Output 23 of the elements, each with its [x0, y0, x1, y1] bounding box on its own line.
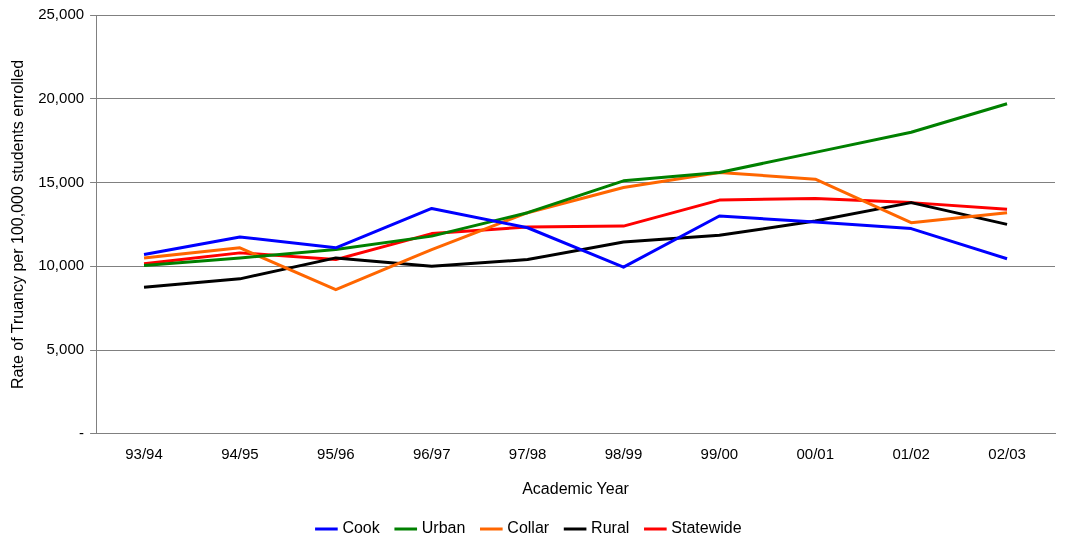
- x-tick-label: 99/00: [700, 444, 739, 462]
- legend-label: Rural: [591, 519, 630, 537]
- y-axis-title: Rate of Truancy per 100,000 students enrolled: [9, 59, 27, 389]
- legend-label: Collar: [507, 519, 550, 537]
- x-axis-title: Academic Year: [522, 479, 630, 497]
- y-tick-label: 25,000: [38, 5, 85, 23]
- y-tick-label: 15,000: [38, 172, 85, 190]
- y-tick-label: 20,000: [38, 88, 85, 106]
- x-tick-label: 93/94: [125, 444, 163, 462]
- legend-label: Urban: [421, 519, 466, 537]
- y-tick-label: 10,000: [38, 256, 85, 274]
- y-tick-label: 5,000: [46, 340, 85, 358]
- x-tick-label: 96/97: [412, 444, 451, 462]
- x-tick-label: 97/98: [508, 444, 547, 462]
- x-tick-label: 98/99: [604, 444, 643, 462]
- x-tick-label: 01/02: [892, 444, 930, 462]
- x-tick-label: 00/01: [796, 444, 835, 462]
- x-tick-label: 02/03: [988, 444, 1026, 462]
- legend-label: Statewide: [671, 519, 742, 537]
- y-tick-label: -: [79, 423, 85, 441]
- x-tick-label: 95/96: [317, 444, 355, 462]
- x-tick-label: 94/95: [221, 444, 259, 462]
- legend-label: Cook: [342, 519, 381, 537]
